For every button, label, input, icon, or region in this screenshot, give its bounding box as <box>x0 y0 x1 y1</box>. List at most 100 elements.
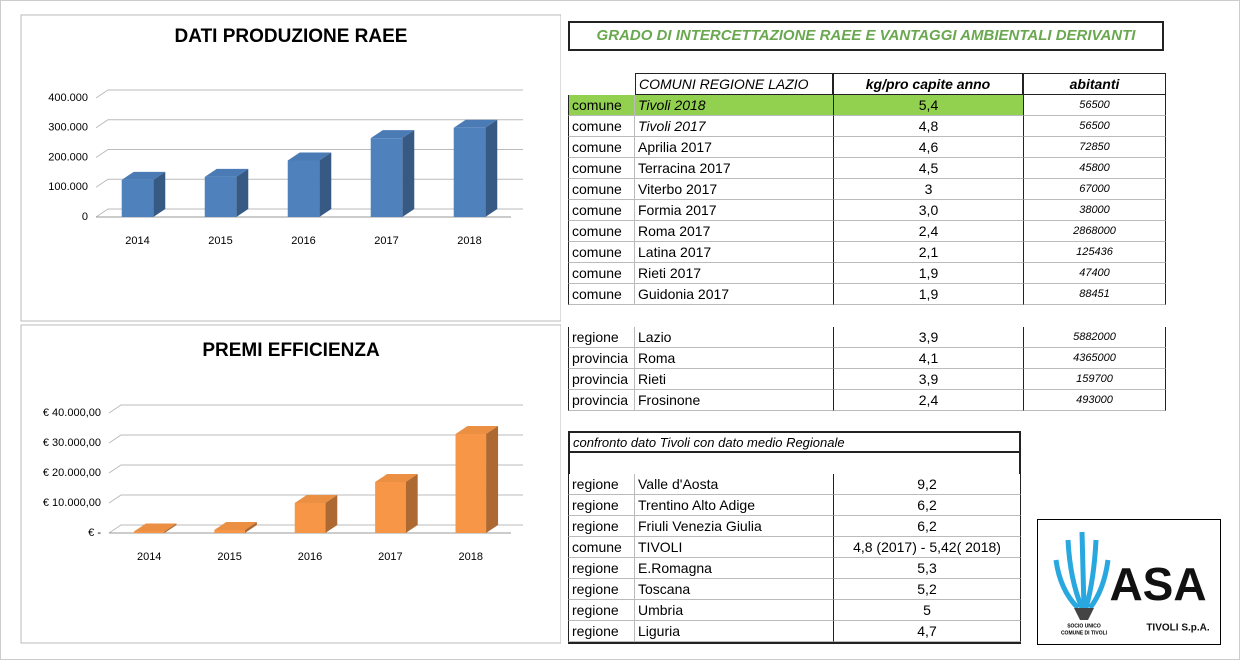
logo-owner: COMUNE DI TIVOLI <box>1061 630 1108 636</box>
table-cell: abitanti <box>1023 73 1166 95</box>
table-cell: 3,0 <box>833 200 1023 221</box>
bar <box>370 138 403 217</box>
bar <box>453 127 486 217</box>
table-cell: Toscana <box>635 579 833 600</box>
table-cell: 4,8 <box>833 116 1023 137</box>
table-cell: comune <box>568 284 635 305</box>
grid-line <box>108 404 523 414</box>
table-cell: 4,5 <box>833 158 1023 179</box>
table-cell: Roma 2017 <box>635 221 833 242</box>
table-cell: 4,8 (2017) - 5,42( 2018) <box>833 537 1021 558</box>
table-cell: comune <box>568 221 635 242</box>
fountain <box>1053 531 1111 610</box>
bar <box>214 530 245 533</box>
logo: ASA TIVOLI S.p.A. SOCIO UNICO COMUNE DI … <box>1037 519 1221 645</box>
y-tick-label: € 10.000,00 <box>43 497 101 509</box>
table-cell: TIVOLI <box>635 537 833 558</box>
bar <box>294 503 326 533</box>
table-cell: 1,9 <box>833 284 1023 305</box>
table-cell: 493000 <box>1023 390 1166 411</box>
table-cell: Trentino Alto Adige <box>635 495 833 516</box>
table-cell: 5,3 <box>833 558 1021 579</box>
table-cell: 47400 <box>1023 263 1166 284</box>
bar-side <box>236 168 249 217</box>
charts: DATI PRODUZIONE RAEE 0 100.000 200.000 300.0… <box>20 14 561 644</box>
bar-top <box>204 168 249 177</box>
bar <box>133 531 165 533</box>
fountain-base <box>1074 608 1094 620</box>
table-cell: 5,4 <box>833 95 1023 116</box>
chart-title: PREMI EFFICIENZA <box>202 340 380 361</box>
table-cell: Tivoli 2018 <box>635 95 833 116</box>
bar-side <box>325 495 338 533</box>
x-tick-label: 2016 <box>291 235 315 247</box>
bar-top <box>214 522 257 530</box>
table-cell: Tivoli 2017 <box>635 116 833 137</box>
table-cell: 5 <box>833 600 1021 621</box>
table-cell: Guidonia 2017 <box>635 284 833 305</box>
table-cell: comune <box>568 200 635 221</box>
table-cell: 2,4 <box>833 390 1023 411</box>
bar <box>287 160 320 217</box>
table-cell: 38000 <box>1023 200 1166 221</box>
table-cell: Lazio <box>635 327 833 348</box>
table-cell: provincia <box>568 369 635 390</box>
table-cell: comune <box>568 95 635 116</box>
x-tick-label: 2017 <box>378 551 402 563</box>
table-cell: 6,2 <box>833 516 1021 537</box>
table-cell: regione <box>568 579 635 600</box>
y-tick-label: 300.000 <box>48 122 88 134</box>
table-cell: COMUNI REGIONE LAZIO <box>635 73 833 95</box>
table-cell: 159700 <box>1023 369 1166 390</box>
logo-company: TIVOLI S.p.A. <box>1146 623 1210 634</box>
table-cell: Valle d'Aosta <box>635 474 833 495</box>
table-cell <box>568 453 1021 474</box>
table-cell: 2,1 <box>833 242 1023 263</box>
table-cell: 67000 <box>1023 179 1166 200</box>
table-cell: regione <box>568 516 635 537</box>
table-cell: Frosinone <box>635 390 833 411</box>
table-cell: 2,4 <box>833 221 1023 242</box>
x-tick-label: 2015 <box>217 551 241 563</box>
y-tick-label: € 40.000,00 <box>43 407 101 419</box>
logo-owner: SOCIO UNICO <box>1067 623 1101 629</box>
y-tick-label: € 20.000,00 <box>43 467 101 479</box>
bar-top <box>370 130 415 139</box>
bar-side <box>164 523 177 533</box>
bar-top <box>453 119 498 128</box>
x-tick-label: 2018 <box>459 551 483 563</box>
bar-top <box>133 523 177 532</box>
table-cell: regione <box>568 621 635 642</box>
bar-side <box>153 171 166 217</box>
bar <box>204 176 237 217</box>
x-tick-label: 2016 <box>298 551 322 563</box>
bar <box>375 482 406 533</box>
y-tick-label: 400.000 <box>48 92 88 104</box>
table-cell: 6,2 <box>833 495 1021 516</box>
table-cell: 4365000 <box>1023 348 1166 369</box>
table-cell <box>568 642 1021 644</box>
table-cell: confronto dato Tivoli con dato medio Reg… <box>568 431 1021 453</box>
bar <box>121 179 154 217</box>
y-tick-label: € - <box>88 527 101 539</box>
table-cell: Umbria <box>635 600 833 621</box>
x-tick-label: 2014 <box>125 235 149 247</box>
table-cell: 88451 <box>1023 284 1166 305</box>
bar-top <box>121 171 166 180</box>
table-cell: GRADO DI INTERCETTAZIONE RAEE E VANTAGGI… <box>568 21 1164 51</box>
table-cell: Aprilia 2017 <box>635 137 833 158</box>
table-cell: E.Romagna <box>635 558 833 579</box>
table-cell: 5,2 <box>833 579 1021 600</box>
bar-side <box>486 426 499 533</box>
table-cell: regione <box>568 600 635 621</box>
table-cell: comune <box>568 242 635 263</box>
table-cell: 4,7 <box>833 621 1021 642</box>
table-cell: Formia 2017 <box>635 200 833 221</box>
table-cell: comune <box>568 158 635 179</box>
table-cell: 2868000 <box>1023 221 1166 242</box>
table-cell: 9,2 <box>833 474 1021 495</box>
bar-top <box>375 474 418 482</box>
table-cell: 4,1 <box>833 348 1023 369</box>
table-cell: Friuli Venezia Giulia <box>635 516 833 537</box>
